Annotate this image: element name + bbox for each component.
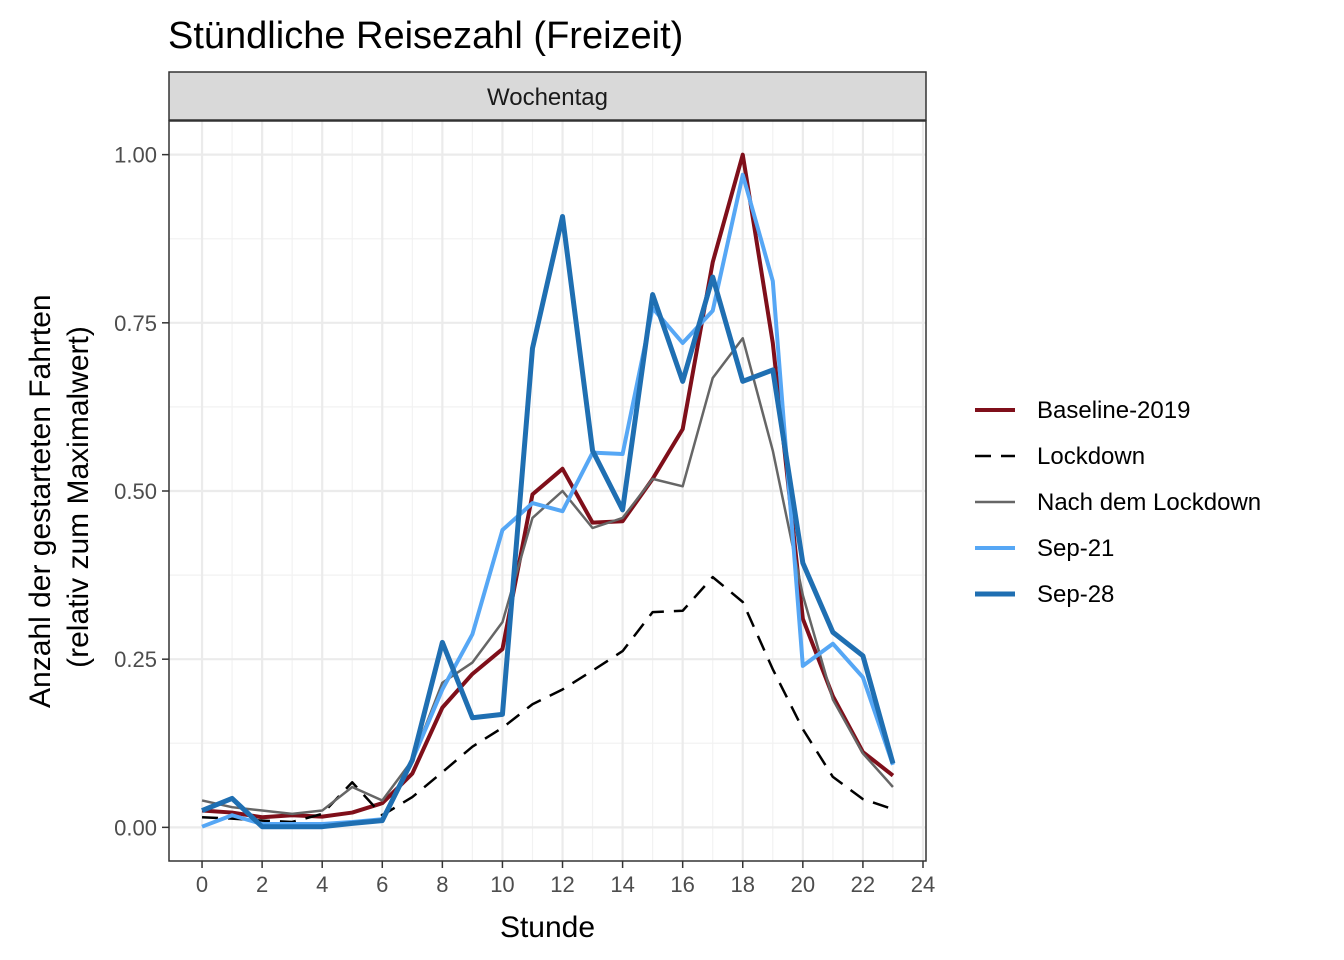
legend: Baseline-2019 Lockdown Nach dem Lockdown Se…	[975, 397, 1261, 608]
x-tick-label: 0	[196, 872, 208, 897]
series-line-sep-21	[201, 172, 895, 829]
x-tick-label: 2	[256, 872, 268, 897]
y-axis-title-line2: (relativ zum Maximalwert)	[62, 326, 95, 668]
x-axis-title: Stunde	[500, 911, 595, 944]
y-tick-label: 0.75	[114, 311, 157, 336]
x-tick-label: 16	[670, 872, 694, 897]
chart-title: Stündliche Reisezahl (Freizeit)	[168, 15, 683, 57]
x-tick-label: 4	[316, 872, 328, 897]
x-tick-label: 12	[550, 872, 574, 897]
y-tick-label: 0.25	[114, 647, 157, 672]
series-layer	[201, 152, 896, 830]
y-axis: 0.00 0.25 0.50 0.75 1.00	[114, 143, 169, 840]
legend-item: Baseline-2019	[975, 397, 1190, 424]
legend-item: Sep-28	[975, 581, 1114, 608]
x-tick-label: 18	[731, 872, 755, 897]
facet-strip	[168, 71, 927, 121]
series-line-lockdown	[201, 575, 894, 824]
y-axis-title: Anzahl der gestarteten Fahrten (relativ …	[24, 286, 95, 708]
legend-label: Sep-28	[1037, 581, 1114, 608]
legend-item: Sep-21	[975, 535, 1114, 562]
y-axis-title-line1: Anzahl der gestarteten Fahrten	[24, 294, 57, 708]
y-tick-label: 1.00	[114, 143, 157, 168]
x-axis: 0 2 4 6 8 10 12 14 16 18 20 22 24	[196, 861, 935, 897]
facet-label: Wochentag	[487, 84, 608, 111]
x-tick-label: 20	[791, 872, 815, 897]
y-tick-label: 0.00	[114, 815, 157, 840]
y-tick-label: 0.50	[114, 479, 157, 504]
series-line-nach-dem-lockdown	[201, 337, 894, 816]
x-tick-label: 10	[490, 872, 514, 897]
legend-label: Nach dem Lockdown	[1037, 489, 1261, 516]
x-tick-label: 24	[911, 872, 935, 897]
legend-item: Lockdown	[975, 443, 1145, 470]
legend-label: Baseline-2019	[1037, 397, 1190, 424]
x-tick-label: 14	[610, 872, 634, 897]
x-tick-label: 22	[851, 872, 875, 897]
major-grid	[169, 121, 926, 861]
x-tick-label: 8	[436, 872, 448, 897]
series-line-sep-28	[201, 214, 896, 830]
x-tick-label: 6	[376, 872, 388, 897]
legend-label: Lockdown	[1037, 443, 1145, 470]
legend-item: Nach dem Lockdown	[975, 489, 1261, 516]
legend-label: Sep-21	[1037, 535, 1114, 562]
